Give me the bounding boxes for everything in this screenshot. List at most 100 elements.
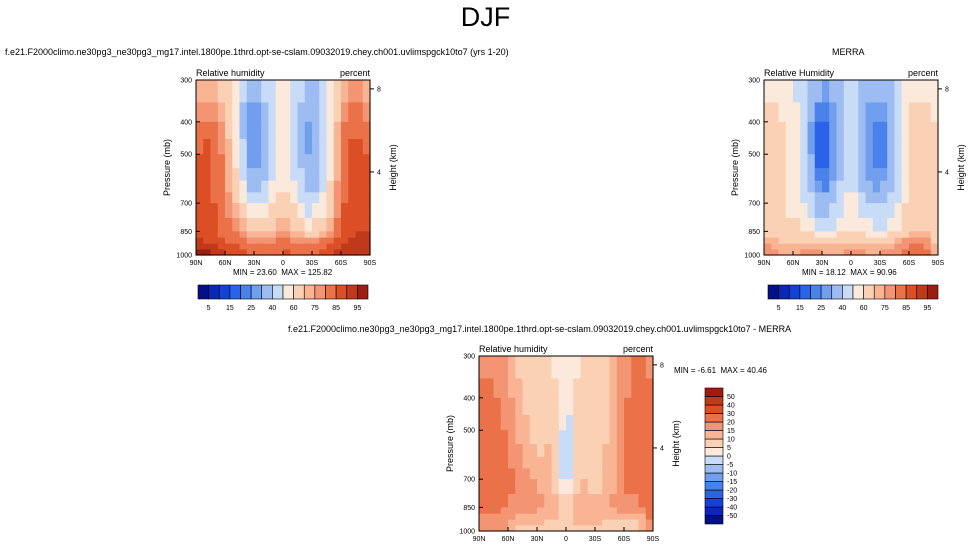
heatmap-cell — [355, 192, 364, 204]
heatmap-cell — [645, 507, 654, 515]
heatmap-cell — [901, 180, 910, 193]
colorbar-label: 85 — [902, 305, 910, 312]
heatmap-cell — [836, 102, 845, 123]
heatmap-cell — [500, 513, 509, 521]
heatmap-cell — [793, 243, 801, 251]
heatmap-cell — [225, 180, 233, 193]
colorbar-box — [704, 430, 724, 440]
heatmap-cell — [500, 493, 509, 508]
colorbar-box — [820, 284, 833, 300]
x-tick-label: 30S — [306, 260, 319, 267]
heatmap-cell — [580, 525, 589, 532]
heatmap-cell — [210, 138, 219, 155]
heatmap-cell — [645, 397, 654, 416]
heatmap-cell — [319, 249, 328, 256]
heatmap-cell — [901, 102, 910, 123]
heatmap-cell — [609, 525, 618, 532]
heatmap-cell — [246, 180, 255, 193]
heatmap-cell — [822, 121, 830, 140]
heatmap-cell — [268, 237, 277, 245]
heatmap-cell — [544, 468, 553, 480]
heatmap-cell — [771, 154, 780, 169]
heatmap-cell — [326, 217, 335, 232]
heatmap-cell — [333, 231, 342, 239]
heatmap-cell — [930, 180, 939, 193]
heatmap-cell — [764, 180, 772, 193]
heatmap-cell — [587, 468, 596, 480]
heatmap-cell — [894, 231, 903, 239]
colorbar-box — [916, 284, 928, 300]
panel-2-max: MAX = 90.96 — [850, 268, 897, 277]
colorbar-box — [842, 284, 854, 300]
heatmap-cell — [225, 121, 233, 140]
heatmap-cell — [239, 168, 248, 182]
heatmap-cell — [785, 168, 794, 182]
heatmap-cell — [764, 121, 772, 140]
heatmap-cell — [355, 168, 364, 182]
colorbar-box — [799, 284, 811, 300]
heatmap-cell — [500, 444, 509, 458]
colorbar-label: 40 — [268, 305, 276, 312]
colorbar-label: 85 — [332, 305, 340, 312]
heatmap-cell — [232, 154, 241, 169]
panel-1-cells — [196, 80, 371, 256]
heatmap-cell — [923, 231, 932, 239]
heatmap-cell — [239, 237, 248, 245]
heatmap-cell — [909, 121, 917, 140]
heatmap-cell — [923, 243, 932, 251]
heatmap-cell — [232, 80, 241, 104]
heatmap-cell — [551, 456, 560, 469]
heatmap-cell — [217, 217, 226, 232]
colorbar-box — [778, 284, 790, 300]
heatmap-cell — [609, 479, 618, 495]
heatmap-cell — [901, 249, 910, 256]
heatmap-cell — [631, 507, 640, 515]
heatmap-cell — [493, 430, 502, 445]
heatmap-cell — [275, 121, 284, 140]
heatmap-cell — [609, 456, 618, 469]
heatmap-cell — [645, 414, 654, 431]
heatmap-cell — [529, 519, 538, 527]
heatmap-cell — [290, 231, 299, 239]
heatmap-cell — [297, 243, 306, 251]
heatmap-cell — [225, 102, 233, 123]
heatmap-cell — [587, 456, 596, 469]
heatmap-cell — [778, 168, 787, 182]
heatmap-cell — [515, 493, 524, 508]
heatmap-cell — [785, 121, 794, 140]
heatmap-cell — [887, 121, 896, 140]
heatmap-cell — [771, 237, 780, 245]
heatmap-cell — [764, 217, 772, 232]
heatmap-cell — [631, 430, 640, 445]
heatmap-cell — [319, 80, 328, 104]
heatmap-cell — [239, 217, 248, 232]
heatmap-cell — [290, 180, 299, 193]
colorbar-label: 5 — [777, 305, 781, 312]
heatmap-cell — [210, 180, 219, 193]
heatmap-cell — [901, 192, 910, 204]
heatmap-cell — [880, 154, 888, 169]
heatmap-cell — [894, 168, 903, 182]
heatmap-cell — [916, 138, 925, 155]
heatmap-cell — [500, 356, 509, 380]
heatmap-cell — [609, 397, 618, 416]
heatmap-cell — [522, 430, 531, 445]
heatmap-cell — [239, 192, 248, 204]
heatmap-cell — [580, 513, 589, 521]
heatmap-cell — [793, 249, 801, 256]
heatmap-cell — [785, 237, 794, 245]
x-tick-label: 90N — [758, 260, 771, 267]
heatmap-cell — [807, 203, 816, 219]
heatmap-cell — [522, 468, 531, 480]
heatmap-cell — [829, 180, 838, 193]
heatmap-cell — [645, 513, 654, 521]
heatmap-cell — [616, 493, 625, 508]
heatmap-cell — [566, 414, 574, 431]
heatmap-cell — [645, 525, 654, 532]
heatmap-cell — [500, 414, 509, 431]
heatmap-cell — [500, 525, 509, 532]
heatmap-cell — [225, 203, 233, 219]
heatmap-cell — [522, 493, 531, 508]
heatmap-cell — [551, 493, 560, 508]
heatmap-cell — [923, 168, 932, 182]
